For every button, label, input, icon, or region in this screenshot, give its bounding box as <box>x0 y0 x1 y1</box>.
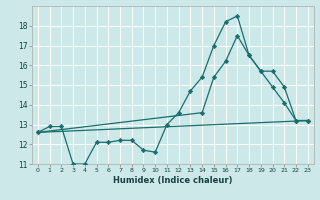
X-axis label: Humidex (Indice chaleur): Humidex (Indice chaleur) <box>113 176 233 185</box>
